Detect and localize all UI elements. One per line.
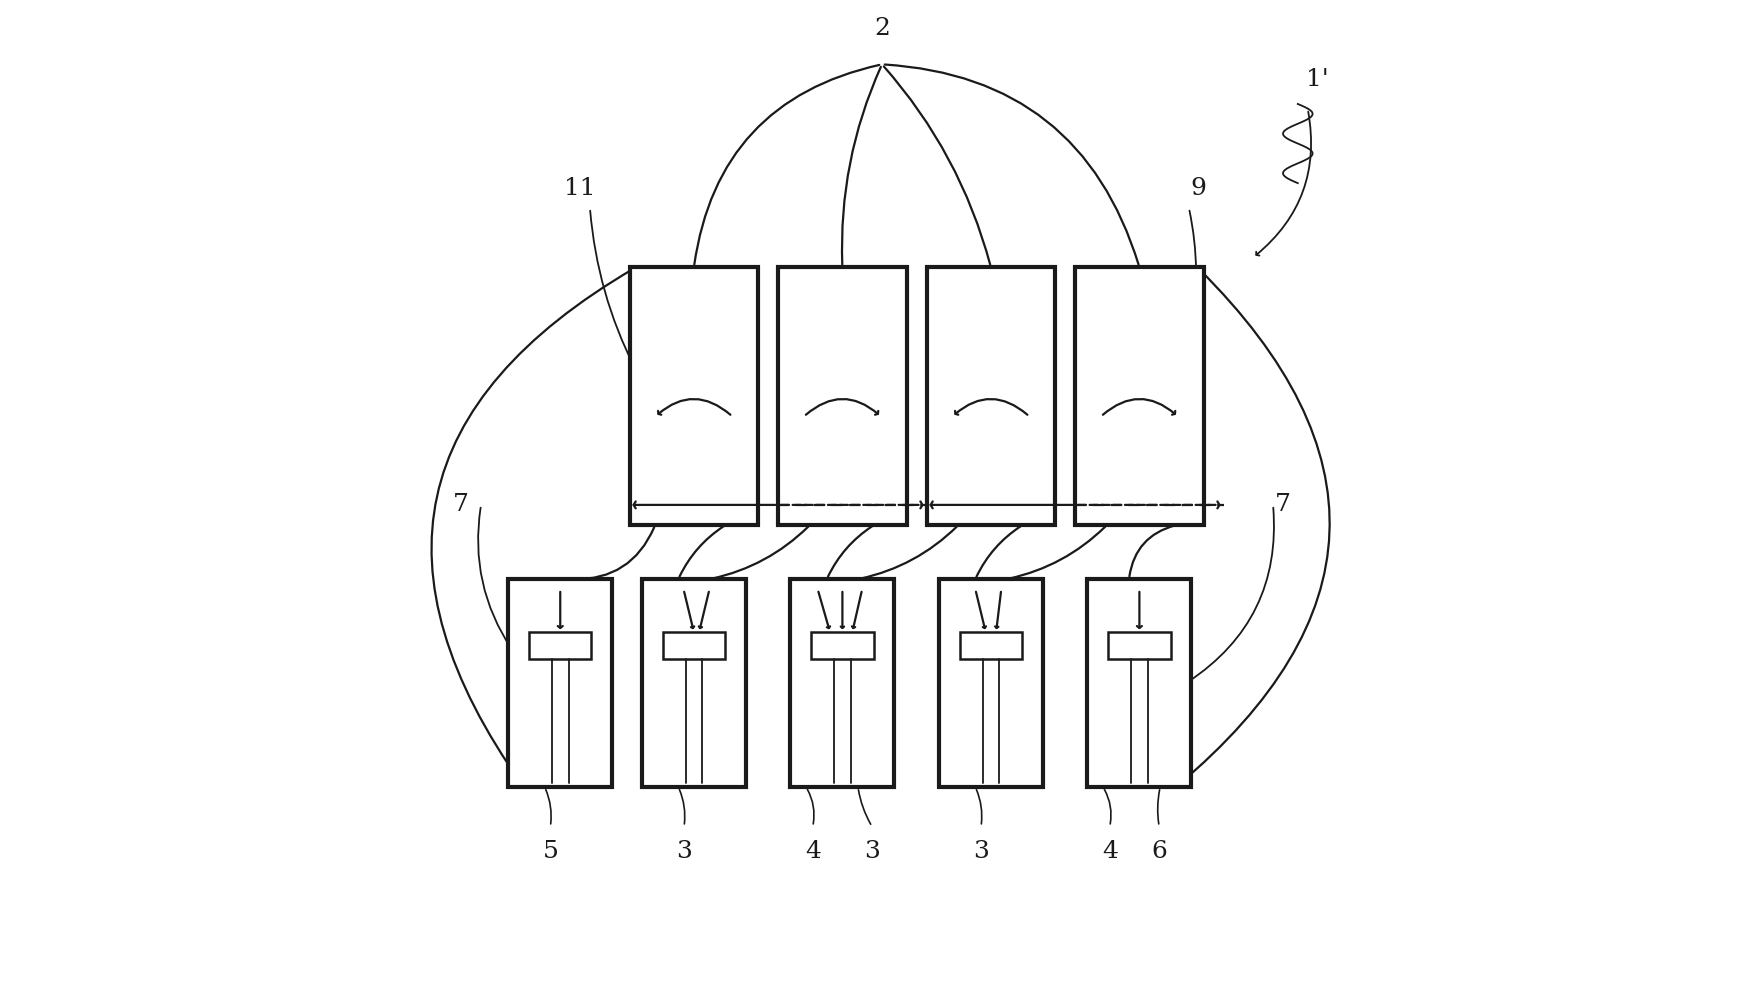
Text: 7: 7 (453, 493, 469, 517)
Text: 3: 3 (974, 840, 990, 863)
Bar (1108, 633, 1171, 659)
Text: 11: 11 (564, 176, 596, 200)
Bar (938, 579, 1043, 787)
Text: 4: 4 (804, 840, 820, 863)
Text: 5: 5 (542, 840, 557, 863)
Bar (778, 267, 907, 525)
Bar (529, 633, 591, 659)
Bar (790, 579, 894, 787)
Bar (1074, 267, 1203, 525)
Text: 4: 4 (1102, 840, 1118, 863)
Bar (926, 267, 1055, 525)
Text: 3: 3 (864, 840, 880, 863)
Bar (508, 579, 612, 787)
Bar (960, 633, 1021, 659)
Text: 1': 1' (1305, 67, 1328, 91)
Text: 9: 9 (1191, 176, 1207, 200)
Text: 7: 7 (1275, 493, 1291, 517)
Bar (811, 633, 873, 659)
Bar (642, 579, 746, 787)
Text: 2: 2 (875, 17, 889, 40)
Bar (630, 267, 759, 525)
Text: 3: 3 (676, 840, 691, 863)
Bar (1087, 579, 1191, 787)
Bar (663, 633, 725, 659)
Text: 6: 6 (1152, 840, 1168, 863)
